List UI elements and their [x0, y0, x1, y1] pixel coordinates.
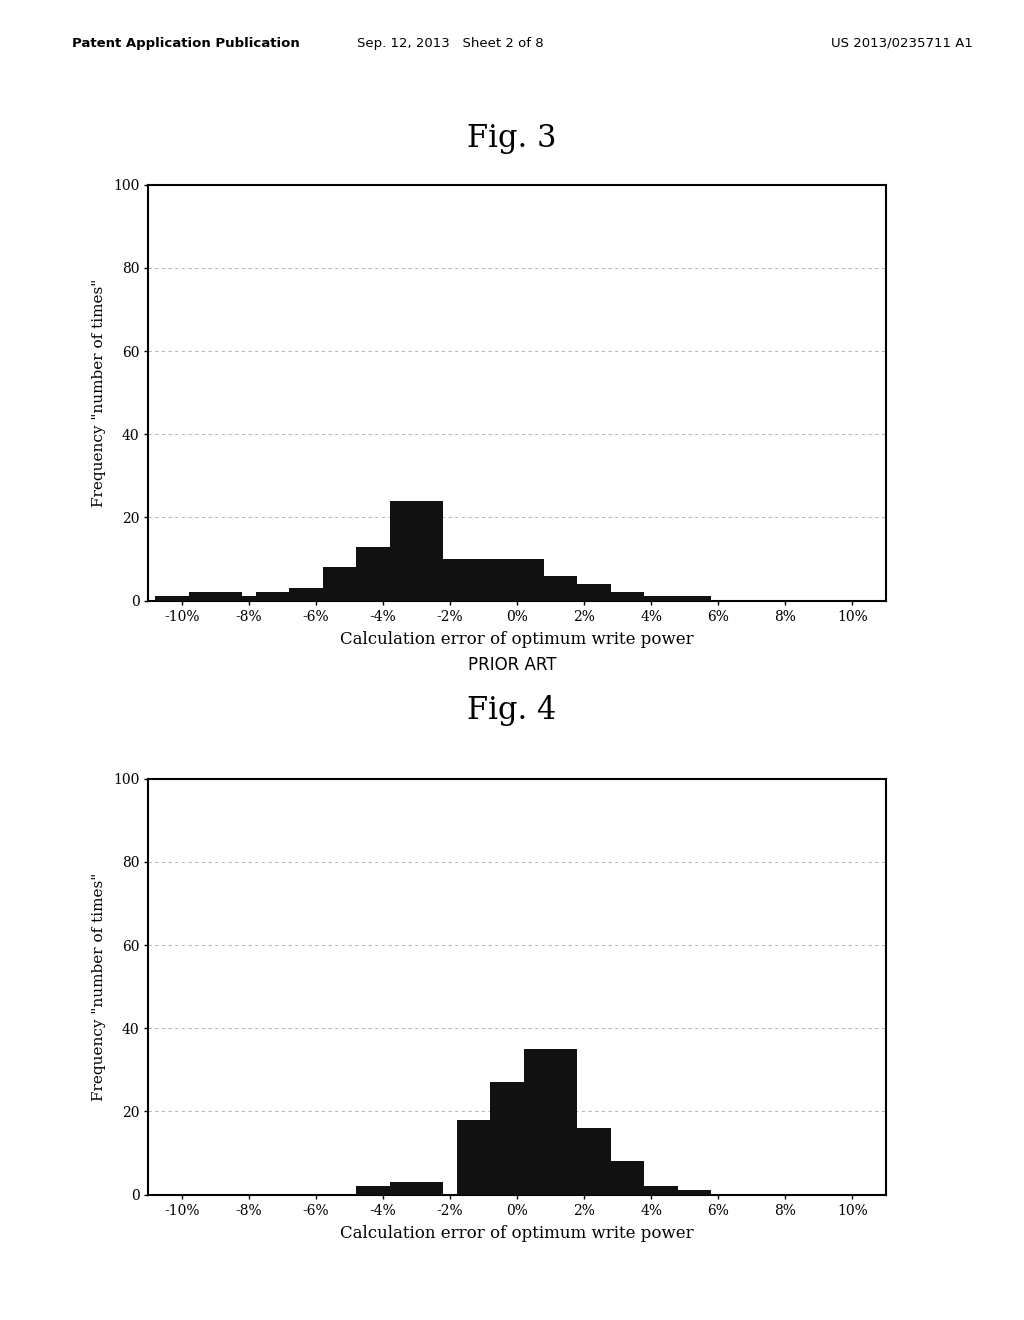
Bar: [356, 546, 410, 601]
Text: PRIOR ART: PRIOR ART: [468, 656, 556, 675]
Bar: [657, 1191, 712, 1195]
Bar: [323, 568, 377, 601]
Text: Patent Application Publication: Patent Application Publication: [72, 37, 299, 50]
Bar: [289, 589, 343, 601]
Bar: [625, 1187, 678, 1195]
Bar: [490, 558, 544, 601]
Bar: [256, 593, 309, 601]
Bar: [524, 1049, 578, 1195]
Bar: [524, 576, 578, 601]
Bar: [625, 597, 678, 601]
X-axis label: Calculation error of optimum write power: Calculation error of optimum write power: [340, 1225, 694, 1242]
Text: US 2013/0235711 A1: US 2013/0235711 A1: [830, 37, 973, 50]
Bar: [490, 1082, 544, 1195]
Y-axis label: Frequency "number of times": Frequency "number of times": [92, 279, 106, 507]
Text: Sep. 12, 2013   Sheet 2 of 8: Sep. 12, 2013 Sheet 2 of 8: [357, 37, 544, 50]
Bar: [457, 558, 510, 601]
Text: Fig. 4: Fig. 4: [467, 694, 557, 726]
Y-axis label: Frequency "number of times": Frequency "number of times": [92, 873, 106, 1101]
Bar: [591, 1162, 644, 1195]
Bar: [156, 597, 209, 601]
Bar: [188, 593, 243, 601]
X-axis label: Calculation error of optimum write power: Calculation error of optimum write power: [340, 631, 694, 648]
Bar: [356, 1187, 410, 1195]
Bar: [657, 597, 712, 601]
Bar: [423, 558, 477, 601]
Bar: [457, 1119, 510, 1195]
Bar: [557, 583, 611, 601]
Text: Fig. 3: Fig. 3: [467, 123, 557, 154]
Bar: [222, 597, 275, 601]
Bar: [557, 1129, 611, 1195]
Bar: [591, 593, 644, 601]
Bar: [390, 1183, 443, 1195]
Bar: [390, 500, 443, 601]
